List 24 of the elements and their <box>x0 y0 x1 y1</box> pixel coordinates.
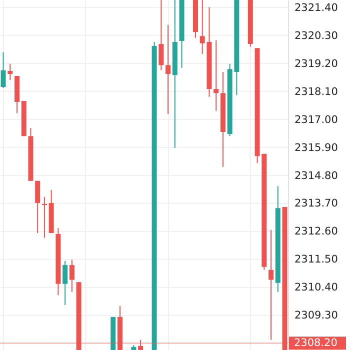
y-tick-label: 2309.30 <box>294 310 338 322</box>
candlestick <box>62 260 68 306</box>
y-tick-label: 2315.90 <box>294 142 338 154</box>
y-tick-label: 2318.10 <box>294 86 338 98</box>
ref-line-label: 2308.20 <box>294 337 338 350</box>
y-tick-label: 2312.60 <box>294 226 338 238</box>
candlestick <box>158 0 164 71</box>
candlestick <box>166 24 171 114</box>
candlestick <box>8 63 13 81</box>
y-tick-label: 2321.40 <box>294 2 338 14</box>
y-tick-label: 2320.30 <box>294 30 338 42</box>
candlestick <box>42 196 47 238</box>
y-tick-label: 2317.00 <box>294 114 338 126</box>
candlestick <box>214 40 219 112</box>
y-tick-label: 2311.50 <box>294 254 338 266</box>
candlestick <box>138 339 144 350</box>
y-tick-label: 2319.20 <box>294 58 338 70</box>
y-tick-label: 2313.70 <box>294 198 338 210</box>
candlestick <box>35 180 40 234</box>
candlestick <box>0 52 6 89</box>
y-tick-label: 2314.80 <box>294 170 338 182</box>
candlestick <box>268 229 274 340</box>
candlestick <box>69 259 74 293</box>
y-tick-label: 2310.40 <box>294 282 338 294</box>
